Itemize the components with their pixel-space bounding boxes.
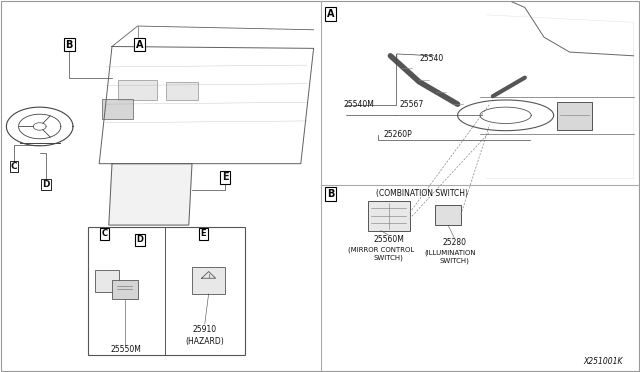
Text: D: D xyxy=(136,235,143,244)
Text: B: B xyxy=(65,40,73,49)
Text: C: C xyxy=(101,229,108,238)
Text: 25567: 25567 xyxy=(400,100,424,109)
Text: C: C xyxy=(11,162,17,171)
Bar xyxy=(95,270,119,292)
Text: E: E xyxy=(201,229,206,238)
Text: 25540M: 25540M xyxy=(343,100,374,109)
Bar xyxy=(557,102,592,130)
Text: 25260P: 25260P xyxy=(384,130,413,139)
Text: A: A xyxy=(327,9,335,19)
Bar xyxy=(192,267,225,294)
Text: 25560M: 25560M xyxy=(373,235,404,244)
Text: (COMBINATION SWITCH): (COMBINATION SWITCH) xyxy=(376,189,468,198)
Bar xyxy=(118,80,157,100)
Bar xyxy=(102,99,133,119)
Bar xyxy=(88,227,245,355)
Text: X251001K: X251001K xyxy=(583,357,623,366)
Text: 25540: 25540 xyxy=(419,54,444,63)
Text: (HAZARD): (HAZARD) xyxy=(186,337,224,346)
Text: SWITCH): SWITCH) xyxy=(440,257,469,264)
Bar xyxy=(435,205,461,225)
Polygon shape xyxy=(109,164,192,225)
Bar xyxy=(368,201,410,231)
Text: SWITCH): SWITCH) xyxy=(374,254,403,261)
Text: D: D xyxy=(42,180,50,189)
Bar xyxy=(166,82,198,100)
Text: B: B xyxy=(327,189,335,199)
Text: (MIRROR CONTROL: (MIRROR CONTROL xyxy=(348,247,414,253)
Text: E: E xyxy=(222,173,228,182)
Text: 25910: 25910 xyxy=(193,325,217,334)
Text: 25280: 25280 xyxy=(442,238,467,247)
Text: 25550M: 25550M xyxy=(110,345,141,354)
Text: (ILLUMINATION: (ILLUMINATION xyxy=(424,250,476,256)
Text: A: A xyxy=(136,40,143,49)
Bar xyxy=(112,280,138,299)
